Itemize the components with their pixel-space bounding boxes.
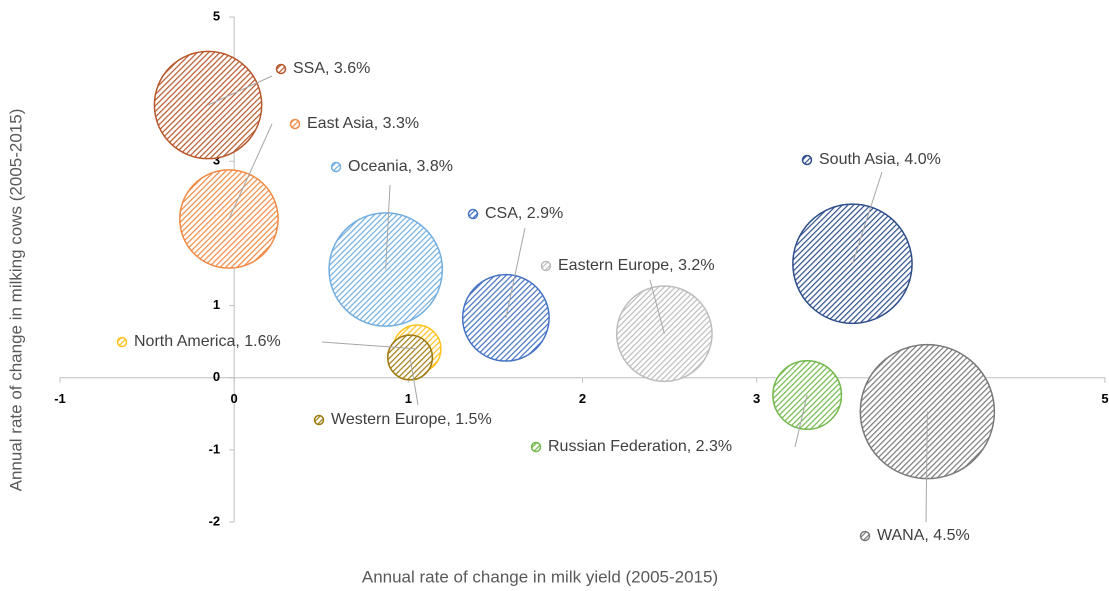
x-tick-label: 0 <box>231 391 238 406</box>
leader-line <box>649 279 665 334</box>
leader-line <box>409 357 419 406</box>
y-tick-label: 0 <box>213 369 220 384</box>
label-marker <box>330 161 342 173</box>
leader-line <box>228 123 273 220</box>
data-label: East Asia, 3.3% <box>307 115 419 132</box>
data-label: Russian Federation, 2.3% <box>548 438 732 455</box>
leader-line <box>385 184 391 270</box>
y-axis-title: Annual rate of change in milking cows (2… <box>6 109 25 492</box>
x-axis-title: Annual rate of change in milk yield (200… <box>362 567 718 586</box>
leader-line <box>505 227 526 318</box>
label-marker <box>530 441 542 453</box>
y-tick-label: -1 <box>209 441 221 456</box>
leader-line <box>321 341 418 350</box>
x-tick-label: -1 <box>54 391 66 406</box>
label-marker <box>313 414 325 426</box>
x-tick-label: 1 <box>405 391 412 406</box>
label-marker <box>275 63 287 75</box>
data-label: North America, 1.6% <box>134 333 281 350</box>
label-marker <box>289 118 301 130</box>
y-tick-label: 5 <box>213 8 220 23</box>
y-tick-label: -2 <box>209 513 221 528</box>
data-label: SSA, 3.6% <box>293 60 370 77</box>
data-label: Eastern Europe, 3.2% <box>558 257 715 274</box>
data-label: WANA, 4.5% <box>877 527 970 544</box>
data-label: South Asia, 4.0% <box>819 151 941 168</box>
label-marker <box>116 336 128 348</box>
leader-line <box>925 411 928 523</box>
x-tick-label: 2 <box>579 391 586 406</box>
data-label: Western Europe, 1.5% <box>331 411 492 428</box>
x-tick-label: 3 <box>753 391 760 406</box>
y-tick-label: 3 <box>213 153 220 168</box>
label-marker <box>859 530 871 542</box>
leader-line <box>851 171 883 264</box>
bubble <box>859 343 996 480</box>
label-marker <box>540 260 552 272</box>
label-marker <box>801 154 813 166</box>
leader-line <box>207 75 273 106</box>
y-tick-label: 1 <box>213 297 220 312</box>
x-tick-label: 5 <box>1101 391 1108 406</box>
data-label: CSA, 2.9% <box>485 205 563 222</box>
label-marker <box>467 208 479 220</box>
data-label: Oceania, 3.8% <box>348 158 453 175</box>
leader-line <box>794 394 808 448</box>
